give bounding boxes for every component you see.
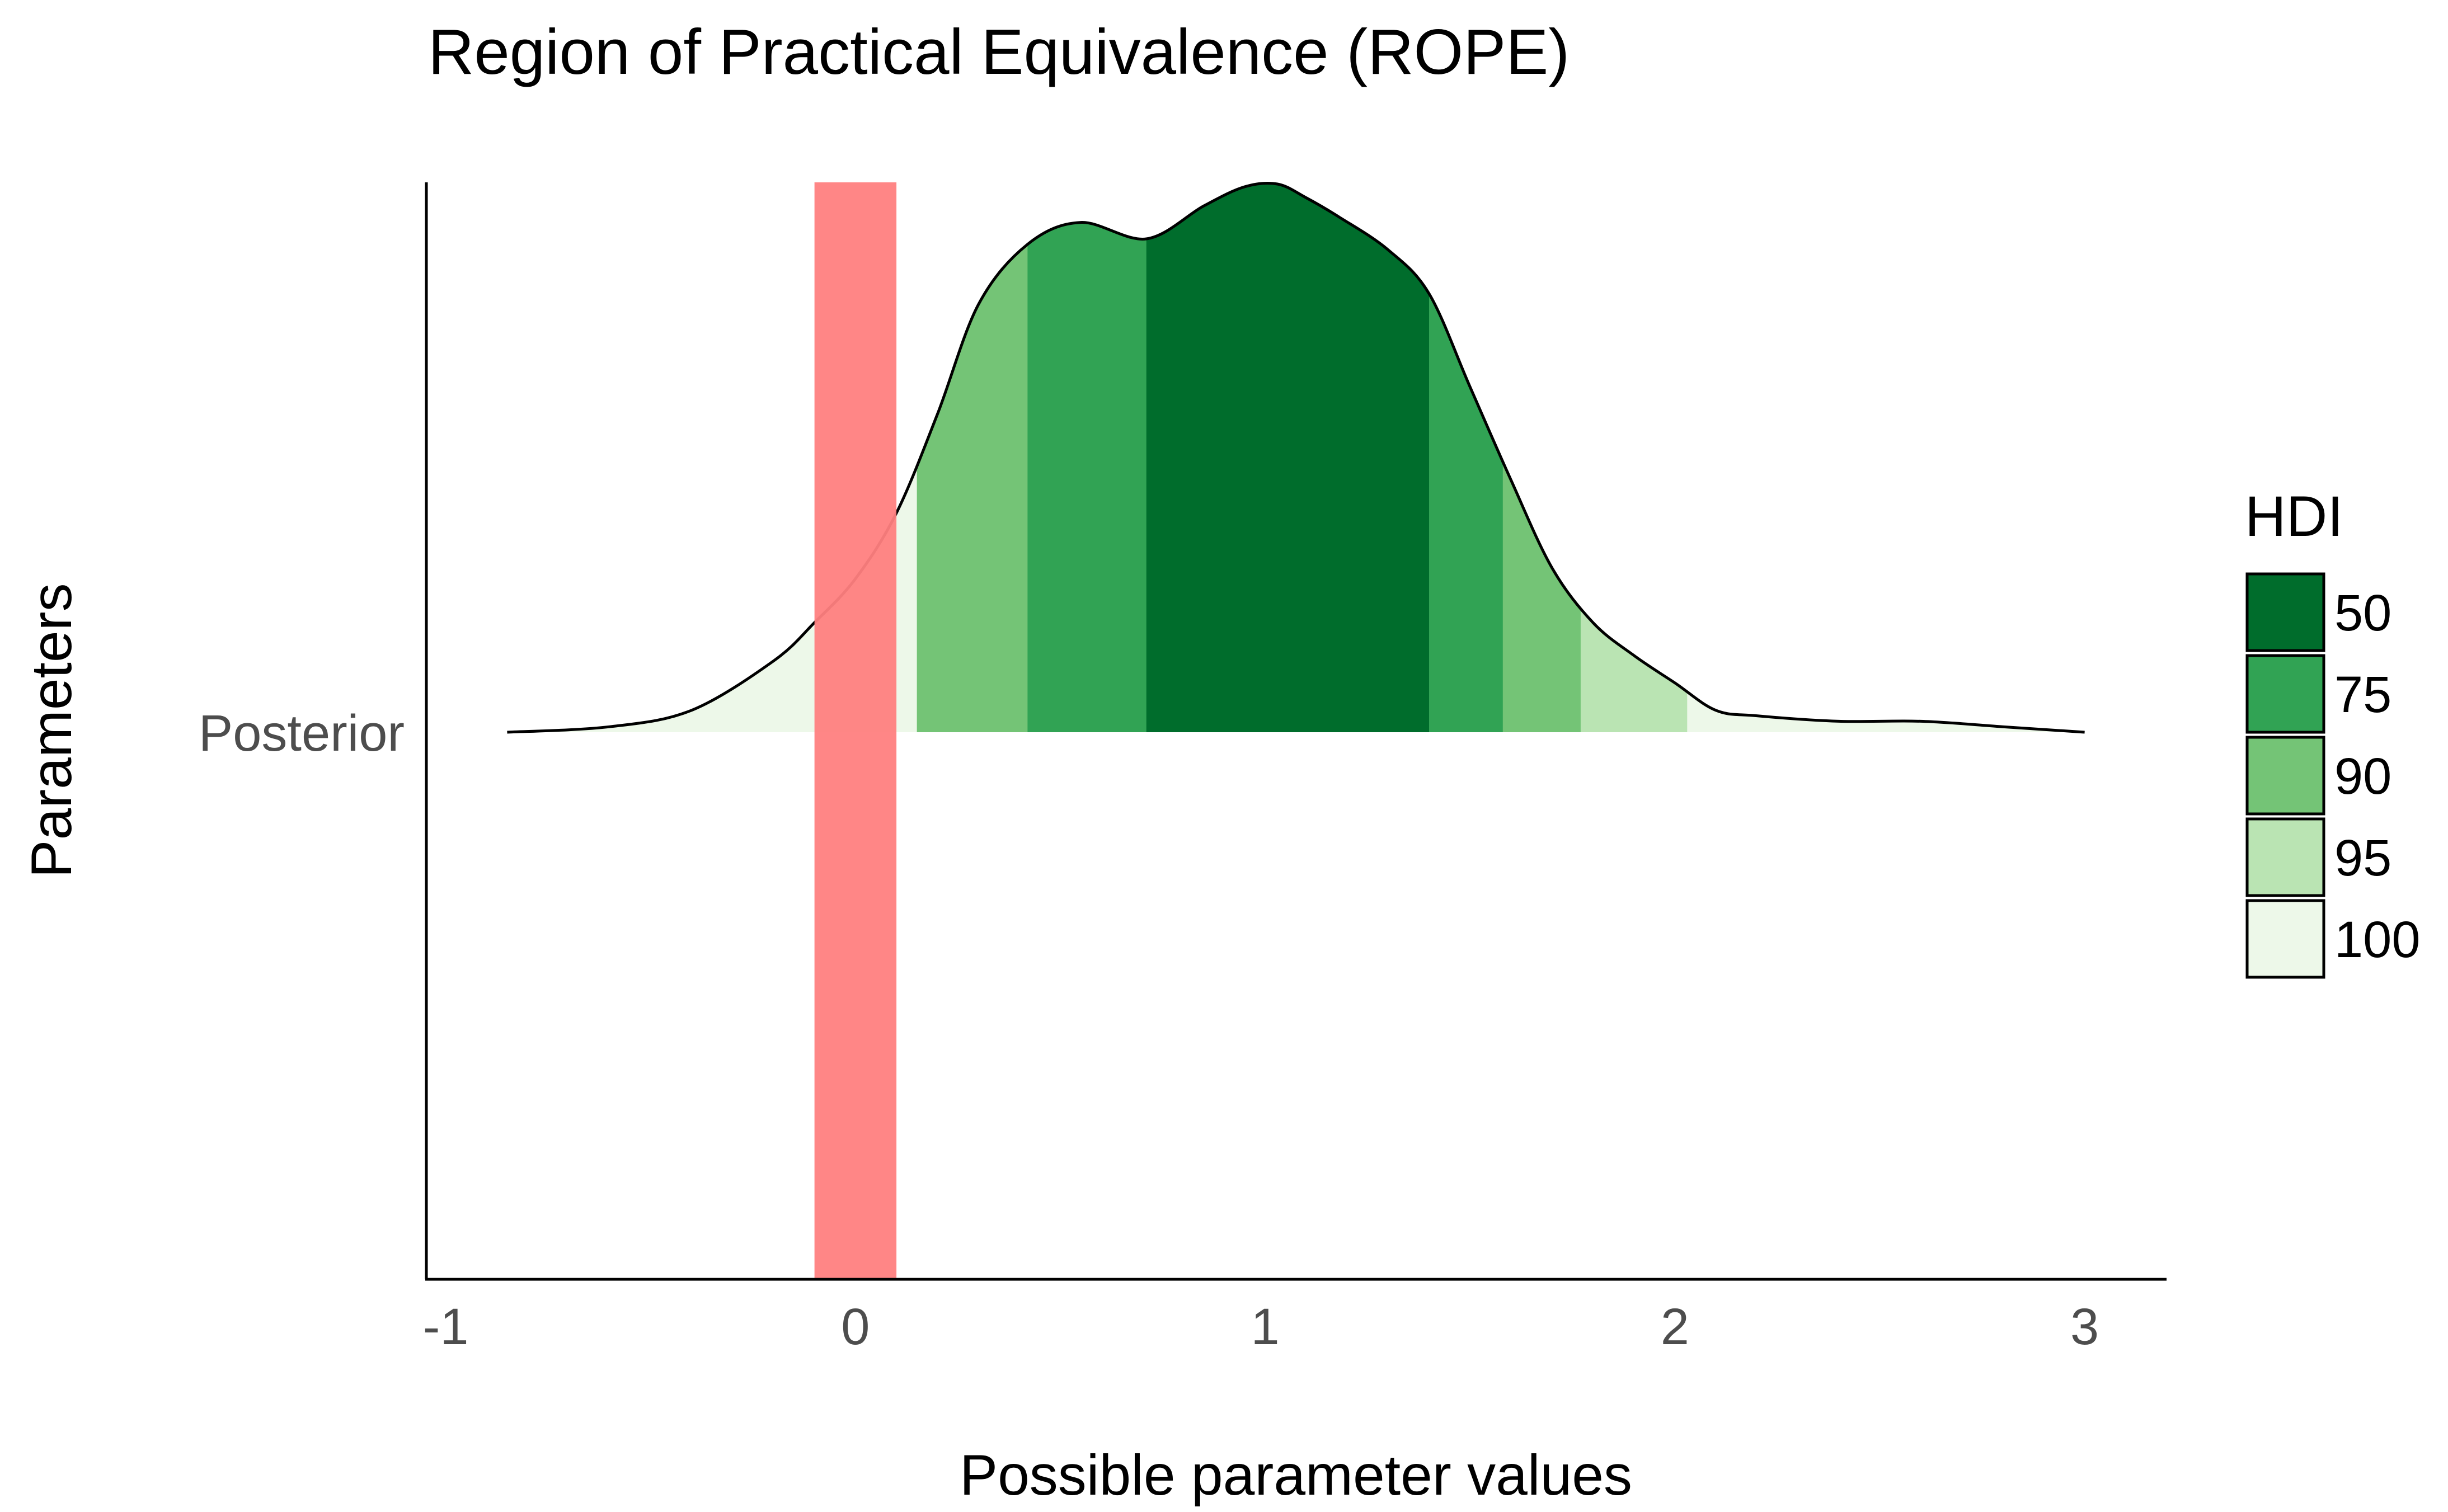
hdi-band-50 — [1146, 183, 1429, 732]
legend-items: 50 75 90 95 100 — [2245, 572, 2421, 979]
x-axis-title: Possible parameter values — [960, 1443, 1632, 1507]
legend-swatch — [2245, 736, 2325, 816]
legend-swatch — [2245, 572, 2325, 652]
x-tick-label: 1 — [1251, 1298, 1279, 1355]
chart-title: Region of Practical Equivalence (ROPE) — [428, 17, 1570, 88]
x-tick-label: 2 — [1661, 1298, 1689, 1355]
legend-title: HDI — [2245, 484, 2343, 548]
y-axis-title: Parameters — [20, 583, 83, 878]
y-tick-label: Posterior — [199, 705, 405, 762]
rope-band — [814, 182, 897, 1279]
legend-label: 100 — [2334, 911, 2421, 968]
legend-label: 95 — [2334, 830, 2391, 887]
hdi-legend: HDI 50 75 90 95 100 — [2245, 484, 2421, 979]
legend-label: 50 — [2334, 585, 2391, 642]
legend-label: 90 — [2334, 748, 2391, 805]
x-tick-label: -1 — [423, 1298, 469, 1355]
x-axis-ticks: -1 0 1 2 3 — [423, 1298, 2099, 1355]
legend-swatch — [2245, 817, 2325, 897]
legend-label: 75 — [2334, 666, 2391, 723]
x-tick-label: 0 — [841, 1298, 870, 1355]
hdi-bands — [507, 183, 2085, 732]
legend-swatch — [2245, 654, 2325, 734]
y-axis-ticks: Posterior — [199, 705, 405, 762]
legend-swatch — [2245, 899, 2325, 979]
x-tick-label: 3 — [2070, 1298, 2099, 1355]
